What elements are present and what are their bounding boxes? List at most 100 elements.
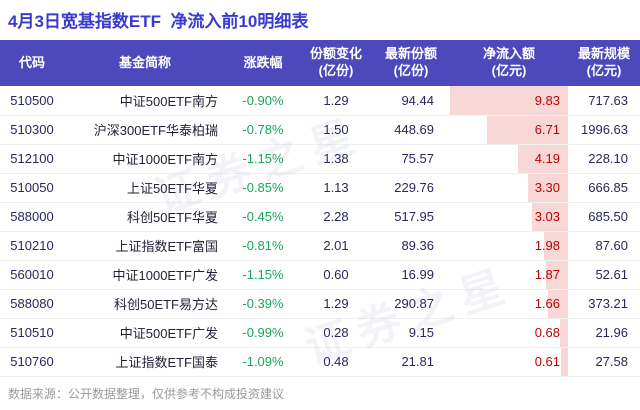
table-row: 560010 中证1000ETF广发 -1.15% 0.60 16.99 1.8… — [0, 260, 640, 290]
cell-latest-share: 448.69 — [372, 115, 450, 145]
cell-share-change: 2.01 — [300, 231, 372, 261]
cell-latest-share: 290.87 — [372, 289, 450, 319]
cell-latest-share: 89.36 — [372, 231, 450, 261]
header-fund-name: 基金简称 — [64, 40, 226, 86]
cell-share-change: 2.28 — [300, 202, 372, 232]
inflow-databar — [560, 347, 568, 376]
cell-change: -1.15% — [226, 144, 300, 174]
cell-net-inflow: 0.61 — [450, 347, 568, 377]
cell-change: -0.45% — [226, 202, 300, 232]
cell-share-change: 0.48 — [300, 347, 372, 377]
data-source-note: 数据来源：公开数据整理，仅供参考不构成投资建议 — [8, 387, 285, 401]
cell-code: 510500 — [0, 86, 64, 116]
cell-net-inflow: 1.87 — [450, 260, 568, 290]
inflow-databar — [517, 144, 568, 173]
cell-code: 510210 — [0, 231, 64, 261]
cell-change: -0.39% — [226, 289, 300, 319]
cell-latest-scale: 685.50 — [568, 202, 640, 232]
etf-inflow-table: 代码 基金简称 涨跌幅 份额变化 (亿份) 最新份额 (亿份) 净流入额 (亿元… — [0, 40, 640, 377]
cell-share-change: 1.13 — [300, 173, 372, 203]
table-row: 588000 科创50ETF华夏 -0.45% 2.28 517.95 3.03… — [0, 202, 640, 232]
cell-fund-name: 中证500ETF广发 — [64, 318, 226, 348]
cell-latest-scale: 228.10 — [568, 144, 640, 174]
header-code: 代码 — [0, 40, 64, 86]
cell-code: 588000 — [0, 202, 64, 232]
inflow-databar — [450, 86, 568, 115]
cell-latest-scale: 21.96 — [568, 318, 640, 348]
inflow-databar — [559, 318, 568, 347]
table-row: 510050 上证50ETF华夏 -0.85% 1.13 229.76 3.30… — [0, 173, 640, 203]
cell-change: -1.09% — [226, 347, 300, 377]
header-latest-share: 最新份额 (亿份) — [372, 40, 450, 86]
cell-share-change: 1.38 — [300, 144, 372, 174]
table-row: 510510 中证500ETF广发 -0.99% 0.28 9.15 0.68 … — [0, 318, 640, 348]
cell-change: -0.99% — [226, 318, 300, 348]
cell-latest-scale: 87.60 — [568, 231, 640, 261]
inflow-databar — [548, 289, 568, 318]
cell-code: 510300 — [0, 115, 64, 145]
cell-net-inflow: 9.83 — [450, 86, 568, 116]
cell-code: 510510 — [0, 318, 64, 348]
cell-net-inflow: 4.19 — [450, 144, 568, 174]
cell-code: 510050 — [0, 173, 64, 203]
cell-fund-name: 中证500ETF南方 — [64, 86, 226, 116]
table-row: 510760 上证指数ETF国泰 -1.09% 0.48 21.81 0.61 … — [0, 347, 640, 377]
cell-change: -0.85% — [226, 173, 300, 203]
cell-code: 588080 — [0, 289, 64, 319]
cell-latest-scale: 52.61 — [568, 260, 640, 290]
cell-latest-share: 9.15 — [372, 318, 450, 348]
cell-latest-share: 517.95 — [372, 202, 450, 232]
cell-fund-name: 上证指数ETF国泰 — [64, 347, 226, 377]
header-latest-scale: 最新规模 (亿元) — [568, 40, 640, 86]
cell-latest-scale: 666.85 — [568, 173, 640, 203]
inflow-databar — [528, 173, 568, 202]
cell-net-inflow: 1.66 — [450, 289, 568, 319]
cell-latest-share: 94.44 — [372, 86, 450, 116]
inflow-databar — [544, 231, 568, 260]
inflow-databar — [531, 202, 568, 231]
header-share-change: 份额变化 (亿份) — [300, 40, 372, 86]
table-row: 510210 上证指数ETF富国 -0.81% 2.01 89.36 1.98 … — [0, 231, 640, 261]
cell-share-change: 0.28 — [300, 318, 372, 348]
inflow-databar — [487, 115, 568, 144]
cell-net-inflow: 3.30 — [450, 173, 568, 203]
table-row: 510500 中证500ETF南方 -0.90% 1.29 94.44 9.83… — [0, 86, 640, 116]
table-row: 588080 科创50ETF易方达 -0.39% 1.29 290.87 1.6… — [0, 289, 640, 319]
cell-fund-name: 科创50ETF华夏 — [64, 202, 226, 232]
cell-change: -0.78% — [226, 115, 300, 145]
cell-fund-name: 中证1000ETF广发 — [64, 260, 226, 290]
cell-fund-name: 中证1000ETF南方 — [64, 144, 226, 174]
cell-fund-name: 上证50ETF华夏 — [64, 173, 226, 203]
cell-share-change: 1.50 — [300, 115, 372, 145]
cell-latest-scale: 717.63 — [568, 86, 640, 116]
cell-code: 512100 — [0, 144, 64, 174]
cell-latest-scale: 373.21 — [568, 289, 640, 319]
header-net-inflow: 净流入额 (亿元) — [450, 40, 568, 86]
cell-latest-scale: 1996.63 — [568, 115, 640, 145]
cell-net-inflow: 6.71 — [450, 115, 568, 145]
cell-change: -0.90% — [226, 86, 300, 116]
cell-net-inflow: 0.68 — [450, 318, 568, 348]
cell-fund-name: 科创50ETF易方达 — [64, 289, 226, 319]
inflow-databar — [545, 260, 568, 289]
table-row: 512100 中证1000ETF南方 -1.15% 1.38 75.57 4.1… — [0, 144, 640, 174]
cell-share-change: 1.29 — [300, 86, 372, 116]
cell-latest-scale: 27.58 — [568, 347, 640, 377]
cell-fund-name: 沪深300ETF华泰柏瑞 — [64, 115, 226, 145]
header-change: 涨跌幅 — [226, 40, 300, 86]
cell-share-change: 0.60 — [300, 260, 372, 290]
table-header-row: 代码 基金简称 涨跌幅 份额变化 (亿份) 最新份额 (亿份) 净流入额 (亿元… — [0, 40, 640, 86]
cell-latest-share: 21.81 — [372, 347, 450, 377]
cell-code: 510760 — [0, 347, 64, 377]
cell-change: -1.15% — [226, 260, 300, 290]
cell-net-inflow: 1.98 — [450, 231, 568, 261]
cell-share-change: 1.29 — [300, 289, 372, 319]
cell-latest-share: 75.57 — [372, 144, 450, 174]
cell-change: -0.81% — [226, 231, 300, 261]
cell-latest-share: 229.76 — [372, 173, 450, 203]
cell-code: 560010 — [0, 260, 64, 290]
cell-fund-name: 上证指数ETF富国 — [64, 231, 226, 261]
table-row: 510300 沪深300ETF华泰柏瑞 -0.78% 1.50 448.69 6… — [0, 115, 640, 145]
cell-latest-share: 16.99 — [372, 260, 450, 290]
cell-net-inflow: 3.03 — [450, 202, 568, 232]
